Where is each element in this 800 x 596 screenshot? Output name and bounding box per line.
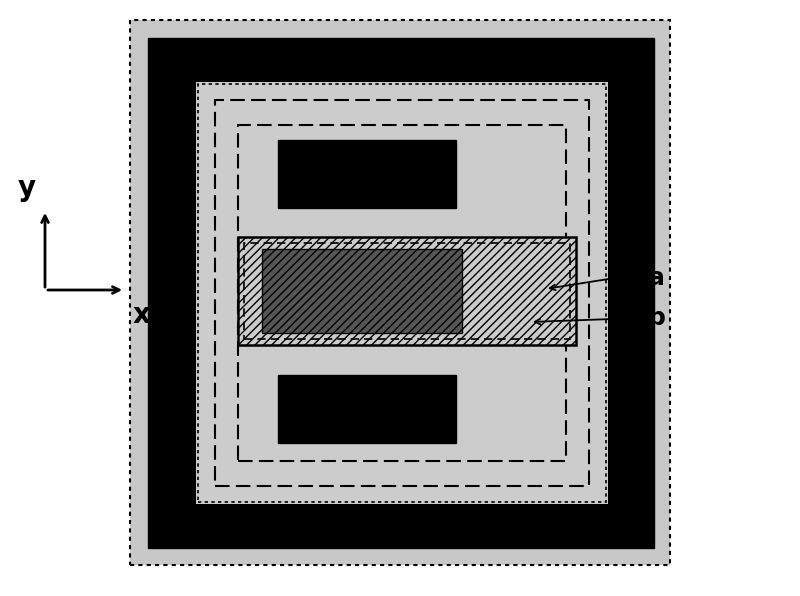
Bar bbox=[148, 38, 654, 548]
Bar bbox=[278, 140, 456, 208]
Text: a: a bbox=[648, 266, 665, 290]
Text: p: p bbox=[648, 306, 666, 330]
Text: y: y bbox=[18, 174, 36, 202]
Bar bbox=[278, 375, 456, 443]
Bar bbox=[262, 249, 462, 333]
Bar bbox=[198, 84, 606, 502]
Bar bbox=[215, 100, 589, 486]
Text: x: x bbox=[133, 301, 151, 329]
Bar bbox=[238, 237, 576, 345]
Bar bbox=[196, 82, 608, 504]
Bar bbox=[130, 20, 670, 565]
Bar bbox=[238, 125, 566, 461]
Bar bbox=[244, 243, 570, 339]
